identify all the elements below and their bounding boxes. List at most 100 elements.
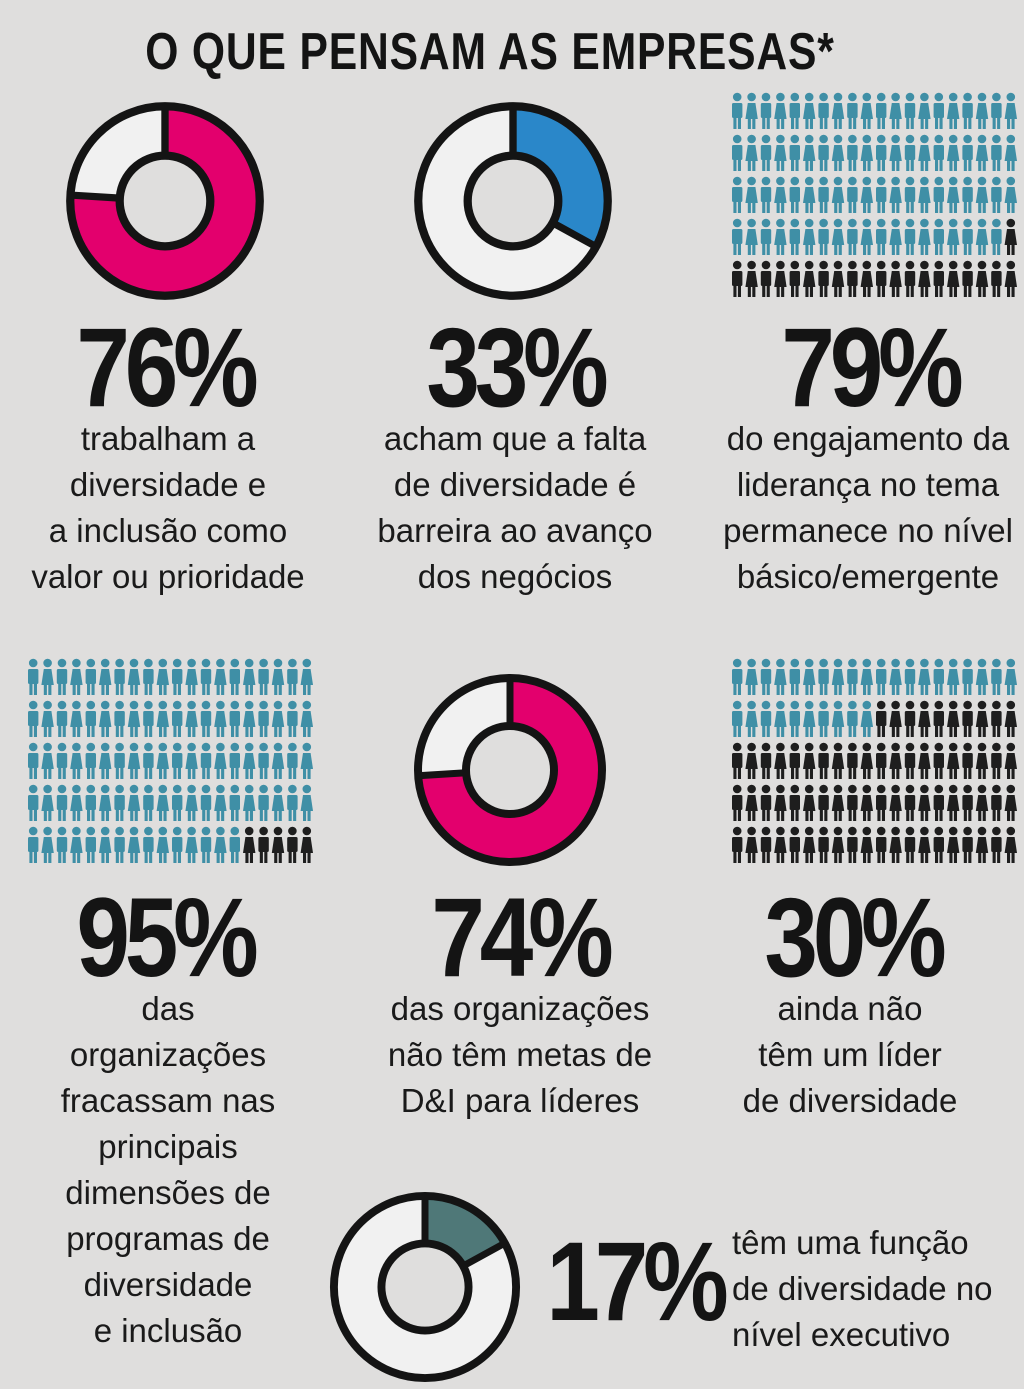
donut-chart-33	[410, 98, 616, 304]
person-icon-highlighted	[991, 218, 1002, 255]
person-icon-highlighted	[156, 826, 169, 863]
person-icon-highlighted	[918, 92, 931, 129]
person-icon-highlighted	[229, 826, 240, 863]
pictogram-chart-95	[24, 656, 316, 870]
person-icon-highlighted	[904, 134, 916, 171]
person-icon-highlighted	[114, 784, 125, 821]
percent-label-33: 33%	[408, 312, 623, 424]
person-icon	[947, 700, 960, 737]
description-line: das organizações	[390, 990, 650, 1027]
person-icon-highlighted	[85, 658, 96, 695]
donut-inner-ring	[462, 722, 558, 818]
person-icon	[962, 700, 973, 737]
person-icon-highlighted	[904, 92, 916, 129]
person-icon-highlighted	[745, 134, 758, 171]
person-icon-highlighted	[947, 176, 960, 213]
person-icon	[975, 742, 989, 779]
person-icon-highlighted	[214, 826, 227, 863]
person-icon-highlighted	[904, 176, 916, 213]
person-icon-highlighted	[774, 658, 787, 695]
person-icon	[962, 742, 973, 779]
person-icon-highlighted	[831, 134, 845, 171]
donut-inner-ring	[463, 151, 563, 251]
person-icon-highlighted	[85, 784, 96, 821]
description-line: principais	[98, 1128, 238, 1165]
description-30: ainda não têm um líder de diversidade	[682, 986, 1018, 1124]
person-icon	[271, 826, 285, 863]
person-icon-highlighted	[156, 658, 169, 695]
person-icon	[860, 742, 873, 779]
person-icon	[933, 784, 944, 821]
person-icon-highlighted	[287, 658, 298, 695]
person-icon-highlighted	[860, 700, 873, 737]
person-icon	[818, 260, 829, 297]
person-icon	[818, 784, 829, 821]
person-icon-highlighted	[803, 92, 816, 129]
person-icon-highlighted	[760, 700, 772, 737]
person-icon	[889, 700, 902, 737]
person-icon-highlighted	[889, 218, 902, 255]
person-icon-highlighted	[918, 658, 931, 695]
description-line: do engajamento da	[726, 420, 1010, 457]
description-95: das organizações fracassam nas principais di…	[0, 986, 336, 1354]
person-icon-highlighted	[847, 92, 858, 129]
percent-label-17: 17%	[536, 1226, 734, 1338]
person-icon-highlighted	[933, 134, 944, 171]
person-icon-highlighted	[271, 700, 285, 737]
person-icon-highlighted	[185, 826, 198, 863]
donut-inner-ring	[115, 151, 215, 251]
person-icon	[831, 742, 845, 779]
person-icon	[760, 784, 772, 821]
person-icon-highlighted	[99, 784, 112, 821]
donut-svg	[66, 102, 264, 300]
person-icon-highlighted	[56, 784, 68, 821]
person-icon-highlighted	[56, 658, 68, 695]
person-icon-highlighted	[258, 742, 269, 779]
person-icon	[745, 742, 758, 779]
percent-label-76: 76%	[58, 312, 273, 424]
person-icon-highlighted	[991, 658, 1002, 695]
person-icon-highlighted	[947, 134, 960, 171]
person-icon-highlighted	[774, 700, 787, 737]
person-icon	[243, 826, 256, 863]
person-icon-highlighted	[789, 658, 800, 695]
donut-svg	[414, 102, 612, 300]
person-icon-highlighted	[214, 784, 227, 821]
person-icon-highlighted	[271, 784, 285, 821]
percent-label-30: 30%	[746, 882, 961, 994]
person-icon-highlighted	[789, 700, 800, 737]
description-line: valor ou prioridade	[31, 558, 305, 595]
person-icon-highlighted	[114, 700, 125, 737]
description-line: de diversidade	[742, 1082, 958, 1119]
person-icon-highlighted	[114, 826, 125, 863]
person-icon-highlighted	[172, 784, 183, 821]
person-icon	[918, 260, 931, 297]
person-icon-highlighted	[99, 826, 112, 863]
person-icon-highlighted	[774, 134, 787, 171]
person-icon-highlighted	[114, 742, 125, 779]
person-icon-highlighted	[56, 742, 68, 779]
percent-label-74: 74%	[413, 882, 628, 994]
person-icon-highlighted	[41, 826, 54, 863]
person-icon-highlighted	[185, 658, 198, 695]
person-icon-highlighted	[860, 218, 873, 255]
percent-value: 17%	[546, 1219, 728, 1344]
person-icon-highlighted	[143, 826, 154, 863]
person-icon-highlighted	[803, 134, 816, 171]
person-icon-highlighted	[287, 784, 298, 821]
person-icon-highlighted	[975, 134, 989, 171]
description-line: nível executivo	[732, 1316, 951, 1353]
person-icon-highlighted	[85, 742, 96, 779]
person-icon-highlighted	[300, 784, 313, 821]
person-icon-highlighted	[85, 826, 96, 863]
person-icon-highlighted	[200, 658, 212, 695]
person-icon	[774, 260, 787, 297]
pictogram-chart-30	[728, 656, 1020, 870]
description-line: programas de	[66, 1220, 270, 1257]
person-icon-highlighted	[991, 92, 1002, 129]
person-icon-highlighted	[745, 92, 758, 129]
person-icon	[918, 742, 931, 779]
person-icon-highlighted	[243, 742, 256, 779]
person-icon-highlighted	[243, 784, 256, 821]
person-icon-highlighted	[831, 658, 845, 695]
